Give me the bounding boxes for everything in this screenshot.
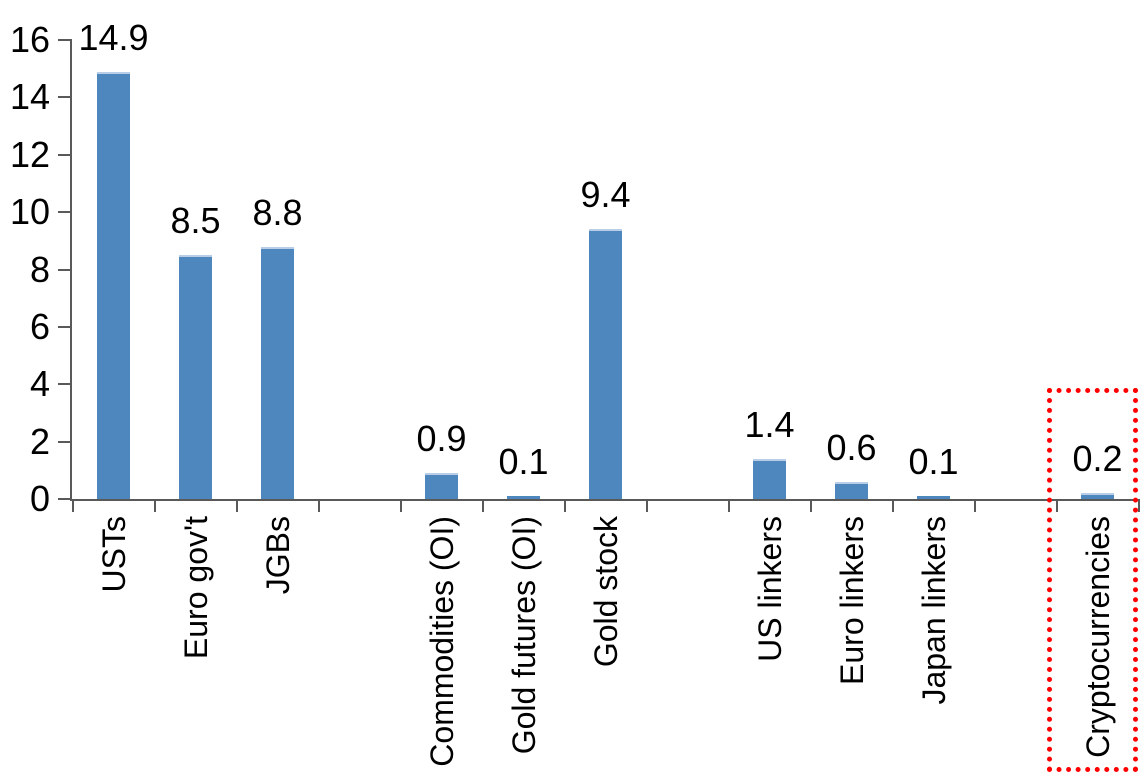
y-tick-label: 10 <box>9 191 50 233</box>
x-tick <box>481 501 484 512</box>
x-tick <box>317 501 320 512</box>
bar <box>507 496 540 499</box>
category-label: Gold stock <box>587 516 624 668</box>
category-label: Gold futures (OI) <box>505 516 542 755</box>
y-tick <box>58 39 72 41</box>
x-tick <box>399 501 402 512</box>
x-tick <box>891 501 894 512</box>
bar-value-label: 9.4 <box>580 174 631 216</box>
y-tick-label: 0 <box>29 478 50 519</box>
x-tick <box>153 501 156 512</box>
bar-value-label: 8.8 <box>252 191 303 233</box>
bar-value-label: 1.4 <box>744 403 795 445</box>
bar-value-label: 0.1 <box>908 441 959 483</box>
y-tick <box>58 153 72 156</box>
bar-value-label: 0.1 <box>498 441 549 483</box>
y-tick <box>58 268 72 271</box>
x-tick <box>71 501 74 512</box>
y-tick-label: 8 <box>29 248 50 290</box>
category-label: Euro linkers <box>833 516 870 685</box>
highlight-box <box>1047 388 1138 772</box>
bar <box>425 473 458 499</box>
y-tick <box>58 498 72 500</box>
y-tick <box>58 96 72 99</box>
bar <box>179 255 212 499</box>
y-tick-label: 2 <box>29 420 50 462</box>
bar-value-label: 0.9 <box>416 418 467 460</box>
x-tick <box>563 501 566 512</box>
x-tick <box>645 501 648 512</box>
bar <box>589 229 622 499</box>
y-tick-label: 12 <box>9 133 50 175</box>
bar-value-label: 0.2 <box>1072 438 1123 480</box>
category-label: USTs <box>95 516 132 593</box>
bar <box>1081 493 1114 499</box>
bar <box>261 246 294 499</box>
y-tick <box>58 440 72 443</box>
x-tick <box>973 501 976 512</box>
y-tick <box>58 211 72 214</box>
bar <box>97 71 130 499</box>
y-tick <box>58 383 72 386</box>
y-tick-label: 16 <box>9 19 50 60</box>
y-tick <box>58 325 72 328</box>
bar-value-label: 0.6 <box>826 426 877 468</box>
x-axis-line <box>70 499 1140 501</box>
category-label: US linkers <box>751 516 788 662</box>
y-tick-label: 14 <box>9 76 50 118</box>
bar-value-label: 8.5 <box>170 200 221 242</box>
bar <box>917 496 950 499</box>
y-tick-label: 4 <box>29 363 50 405</box>
x-tick <box>727 501 730 512</box>
bar-value-label: 14.9 <box>78 16 149 58</box>
y-tick-label: 6 <box>29 305 50 347</box>
bar <box>835 481 868 499</box>
x-tick <box>235 501 238 512</box>
x-tick <box>809 501 812 512</box>
x-tick <box>1055 501 1058 512</box>
x-tick <box>1137 501 1140 512</box>
category-label: Euro gov't <box>177 516 214 660</box>
bar <box>753 458 786 499</box>
category-label: Commodities (OI) <box>423 516 460 767</box>
category-label: JGBs <box>259 516 296 595</box>
category-label: Japan linkers <box>915 516 952 705</box>
